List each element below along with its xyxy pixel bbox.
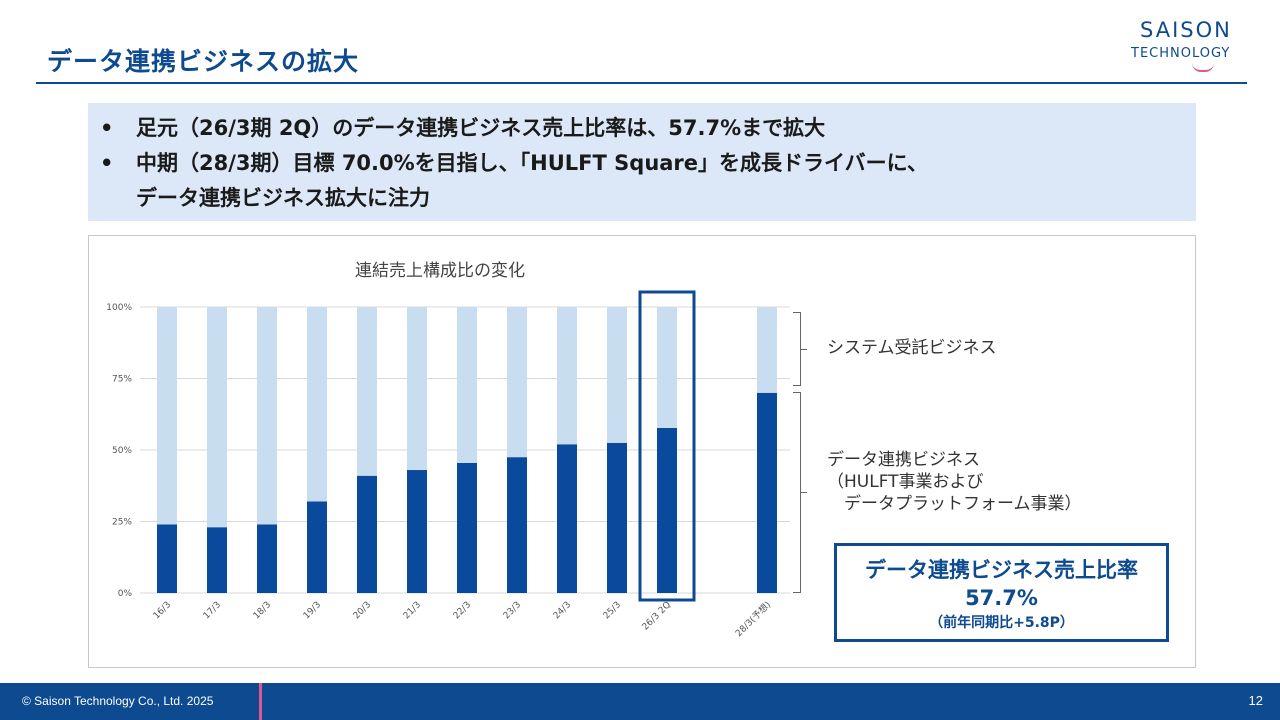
- summary-text-1: 足元（26/3期 2Q）のデータ連携ビジネス売上比率は、57.7%まで拡大: [136, 116, 826, 140]
- bar-data-integration: [557, 444, 577, 593]
- bar-data-integration: [207, 527, 227, 593]
- highlight-box: [638, 290, 696, 602]
- stacked-bar-chart: 0% 25% 50% 75% 100% 16/3 17/3 18/3 19/3 20/3 21/3 2…: [106, 290, 790, 639]
- bracket-lower-tick: [801, 492, 807, 493]
- summary-bullet-2: • 中期（28/3期）目標 70.0%を目指し、「HULFT Square」を成長…: [98, 146, 1196, 181]
- bar-data-integration: [757, 392, 777, 593]
- callout-note: （前年同期比+5.8P）: [929, 615, 1074, 631]
- bar-system-contract: [257, 307, 277, 525]
- bar-data-integration: [657, 427, 677, 593]
- bar-system-contract: [307, 307, 327, 502]
- bar-data-integration: [357, 475, 377, 593]
- y-tick-label: 75%: [112, 375, 132, 385]
- page-title: データ連携ビジネスの拡大: [47, 47, 360, 76]
- bar-system-contract: [357, 307, 377, 476]
- bar-system-contract: [657, 307, 677, 428]
- page-number: 12: [1248, 693, 1263, 708]
- bar-data-integration: [307, 501, 327, 593]
- x-tick-label: 23/3: [502, 600, 523, 621]
- bar-system-contract: [757, 307, 777, 393]
- bar-system-contract: [407, 307, 427, 471]
- bar-system-contract: [607, 307, 627, 443]
- summary-bullet-1: • 足元（26/3期 2Q）のデータ連携ビジネス売上比率は、57.7%まで拡大: [98, 111, 1196, 146]
- footer-accent-bar: [259, 683, 262, 720]
- logo-smile-icon: [1192, 63, 1214, 72]
- company-logo: SAISON TECHNOLOGY: [1128, 18, 1248, 72]
- bar-data-integration: [607, 442, 627, 593]
- title-underline: [36, 82, 1247, 84]
- x-tick-label: 25/3: [602, 600, 623, 621]
- footer-copyright: © Saison Technology Co., Ltd. 2025: [22, 694, 214, 708]
- x-tick-label: 26/3 2Q: [641, 600, 673, 632]
- x-tick-label: 19/3: [302, 600, 323, 621]
- bar-data-integration: [457, 462, 477, 593]
- legend-label-data: データ連携ビジネス （HULFT事業および データプラットフォーム事業）: [827, 450, 1082, 514]
- y-tick-label: 100%: [106, 303, 132, 313]
- y-tick-label: 25%: [112, 518, 132, 528]
- summary-box: • 足元（26/3期 2Q）のデータ連携ビジネス売上比率は、57.7%まで拡大 •…: [88, 103, 1196, 221]
- bar-system-contract: [457, 307, 477, 463]
- bar-system-contract: [507, 307, 527, 458]
- logo-top-text: SAISON: [1140, 18, 1232, 42]
- chart-title: 連結売上構成比の変化: [355, 261, 525, 281]
- logo-bottom-text: TECHNOLOGY: [1131, 46, 1231, 61]
- x-tick-label: 24/3: [552, 600, 573, 621]
- callout-box: データ連携ビジネス売上比率 57.7% （前年同期比+5.8P）: [834, 543, 1169, 642]
- bullet-dot: •: [100, 151, 114, 175]
- summary-text-2: 中期（28/3期）目標 70.0%を目指し、「HULFT Square」を成長ド…: [136, 151, 928, 175]
- x-tick-label: 18/3: [252, 600, 273, 621]
- summary-text-3: データ連携ビジネス拡大に注力: [136, 186, 430, 210]
- x-tick-label: 21/3: [402, 600, 423, 621]
- legend-label-system: システム受託ビジネス: [827, 338, 997, 358]
- chart-frame: [88, 235, 1196, 668]
- bar-data-integration: [257, 524, 277, 593]
- bullet-dot: •: [100, 116, 114, 140]
- bracket-upper-tick: [801, 349, 807, 350]
- bar-data-integration: [407, 470, 427, 593]
- bar-system-contract: [557, 307, 577, 445]
- x-tick-label: 20/3: [352, 600, 373, 621]
- bar-system-contract: [157, 307, 177, 525]
- callout-value: 57.7%: [965, 586, 1038, 610]
- summary-bullet-2-continued: データ連携ビジネス拡大に注力: [98, 181, 1196, 216]
- y-tick-label: 0%: [118, 589, 133, 599]
- bracket-upper: [793, 312, 801, 386]
- y-tick-label: 50%: [112, 446, 132, 456]
- bar-data-integration: [507, 457, 527, 593]
- bracket-lower: [793, 392, 801, 593]
- bar-data-integration: [157, 524, 177, 593]
- x-tick-label: 22/3: [452, 600, 473, 621]
- x-tick-label: 17/3: [202, 600, 223, 621]
- footer-bar: © Saison Technology Co., Ltd. 2025 12: [0, 683, 1280, 720]
- bar-system-contract: [207, 307, 227, 528]
- x-tick-label: 28/3(予想): [733, 599, 773, 639]
- x-tick-label: 16/3: [152, 600, 173, 621]
- callout-title: データ連携ビジネス売上比率: [865, 558, 1138, 582]
